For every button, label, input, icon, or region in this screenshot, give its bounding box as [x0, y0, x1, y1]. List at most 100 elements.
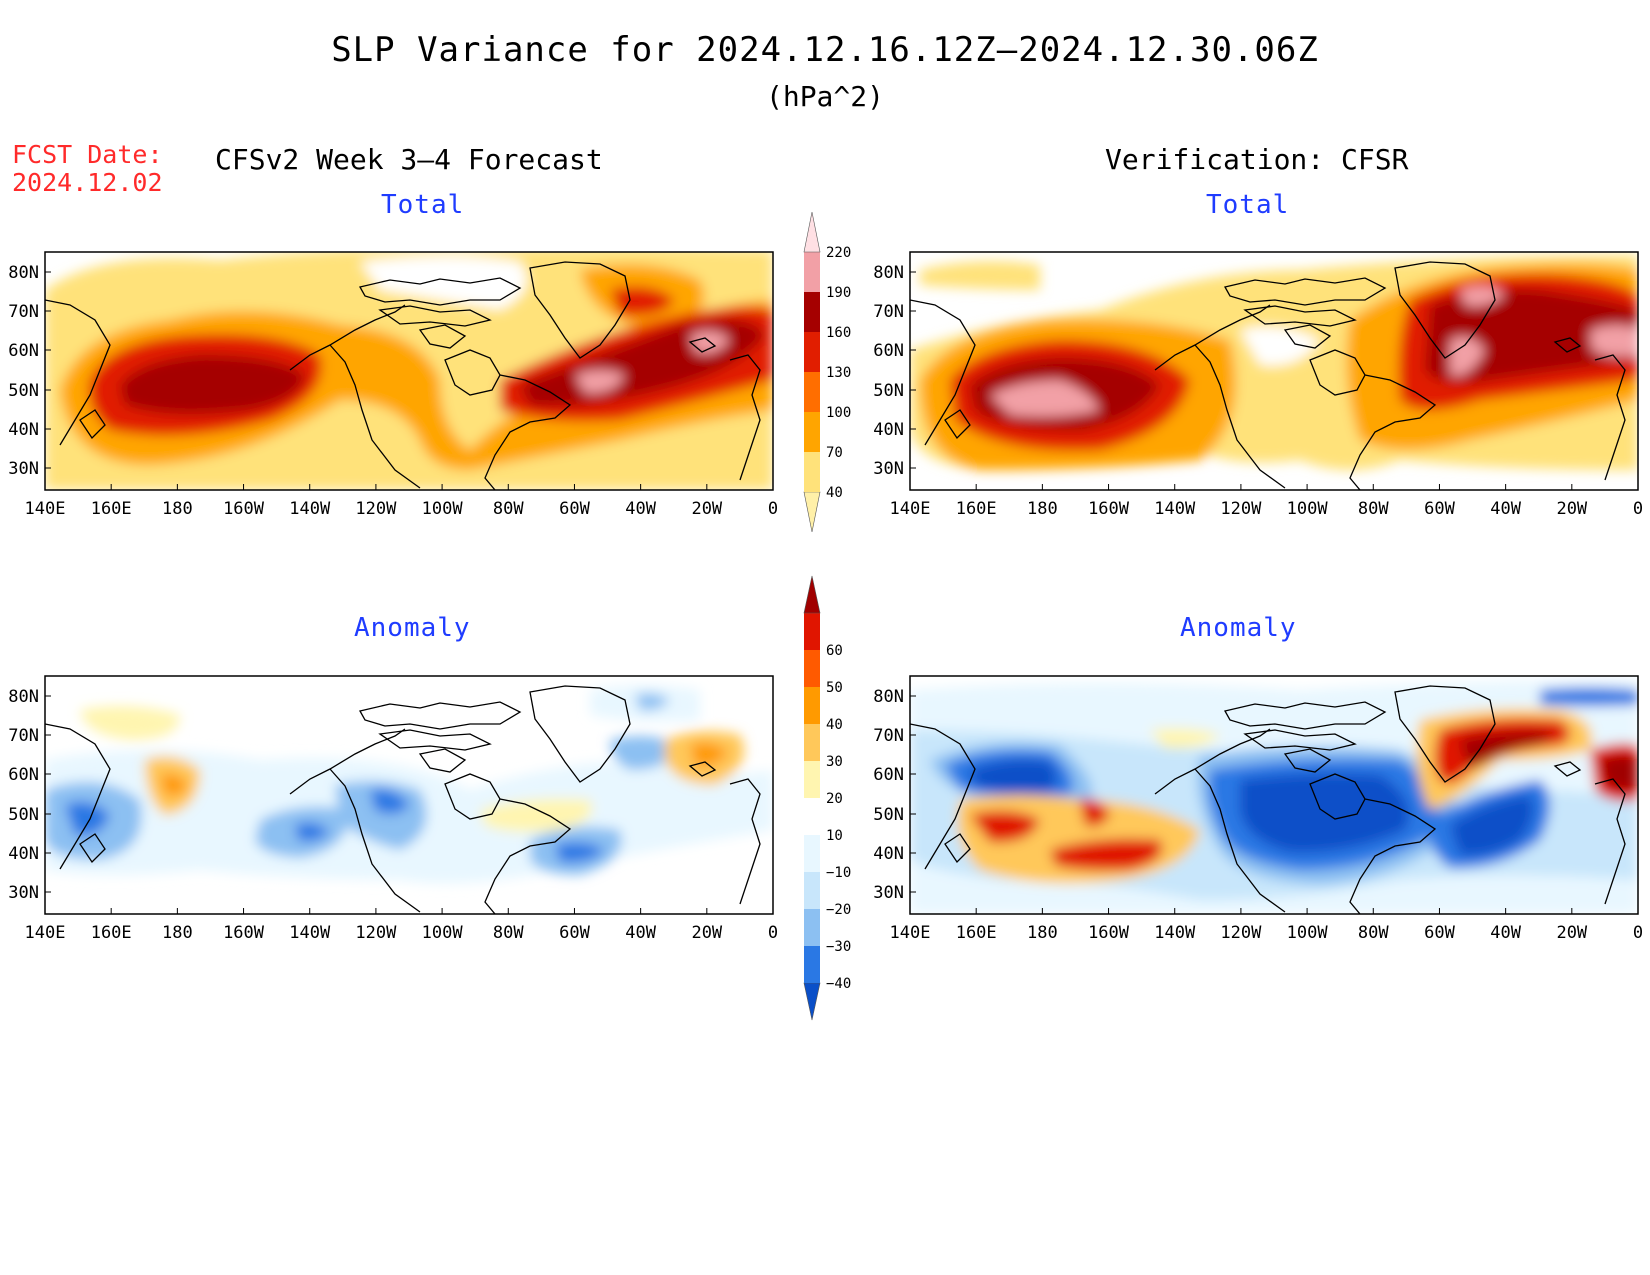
map-verification-total — [910, 252, 1638, 490]
colorbar-swatch — [804, 687, 820, 724]
forecast-date-label: FCST Date: — [12, 140, 163, 169]
colorbar-swatch — [803, 982, 821, 1021]
lat-tick-label: 40N — [8, 844, 39, 864]
lon-tick-label: 60W — [559, 923, 590, 943]
lat-tick-label: 80N — [873, 687, 904, 707]
lon-tick-label: 80W — [1358, 923, 1389, 943]
colorbar-label: 20 — [826, 791, 843, 807]
lon-tick-label: 100W — [1287, 923, 1329, 943]
lon-tick-label: 140W — [1154, 923, 1196, 943]
colorbar-label: 40 — [826, 717, 843, 733]
panel-title-verification-anomaly: Anomaly — [1180, 613, 1297, 643]
lon-tick-label: 40W — [1490, 499, 1521, 519]
colorbar-label: −40 — [826, 976, 851, 992]
colorbar-swatch — [804, 372, 820, 412]
colorbar-label: 40 — [826, 485, 843, 501]
verification-column-title: Verification: CFSR — [1105, 143, 1409, 176]
lon-tick-label: 0 — [768, 499, 778, 519]
lon-tick-label: 20W — [691, 499, 722, 519]
lon-tick-label: 100W — [422, 923, 464, 943]
colorbar-swatch — [804, 946, 820, 983]
lon-tick-label: 180 — [1027, 923, 1058, 943]
colorbar-swatch — [803, 211, 821, 253]
colorbar-swatch — [804, 332, 820, 372]
colorbar-swatch — [804, 835, 820, 872]
lat-tick-label: 30N — [8, 459, 39, 479]
lat-tick-label: 60N — [873, 765, 904, 785]
lon-tick-label: 120W — [355, 923, 397, 943]
lon-tick-label: 100W — [1287, 499, 1329, 519]
lon-tick-label: 140E — [25, 499, 66, 519]
colorbar-label: 50 — [826, 680, 843, 696]
panel-title-forecast-total: Total — [381, 190, 465, 220]
lon-tick-label: 160E — [956, 923, 997, 943]
colorbar-swatch — [804, 412, 820, 452]
colorbar-label: 100 — [826, 405, 851, 421]
lat-tick-label: 60N — [873, 341, 904, 361]
colorbar-swatch — [804, 724, 820, 761]
lon-tick-label: 180 — [1027, 499, 1058, 519]
lon-tick-label: 40W — [1490, 923, 1521, 943]
map-forecast-total — [45, 252, 773, 490]
colorbar-label: 30 — [826, 754, 843, 770]
lon-tick-label: 40W — [625, 923, 656, 943]
colorbar-swatch — [803, 575, 821, 614]
lon-tick-label: 140E — [25, 923, 66, 943]
lat-tick-label: 50N — [8, 805, 39, 825]
lon-tick-label: 180 — [162, 499, 193, 519]
colorbar-swatch — [804, 613, 820, 650]
colorbar-swatch — [804, 872, 820, 909]
lon-tick-label: 80W — [1358, 499, 1389, 519]
lon-tick-label: 140W — [289, 499, 331, 519]
lon-tick-label: 120W — [355, 499, 397, 519]
lon-tick-label: 180 — [162, 923, 193, 943]
colorbar-swatch — [804, 452, 820, 492]
panel-title-verification-total: Total — [1206, 190, 1290, 220]
lon-tick-label: 120W — [1220, 499, 1262, 519]
lat-tick-label: 30N — [873, 883, 904, 903]
forecast-date: 2024.12.02 — [12, 168, 163, 197]
lat-tick-label: 80N — [8, 263, 39, 283]
lon-tick-label: 80W — [493, 499, 524, 519]
lat-tick-label: 50N — [8, 381, 39, 401]
lon-tick-label: 60W — [1424, 923, 1455, 943]
lon-tick-label: 20W — [1556, 923, 1587, 943]
lat-tick-label: 80N — [8, 687, 39, 707]
colorbar-swatch — [803, 491, 821, 533]
lon-tick-label: 140W — [289, 923, 331, 943]
forecast-column-title: CFSv2 Week 3–4 Forecast — [215, 143, 603, 176]
lon-tick-label: 140W — [1154, 499, 1196, 519]
lat-tick-label: 70N — [8, 726, 39, 746]
colorbar-label: 130 — [826, 365, 851, 381]
lon-tick-label: 60W — [559, 499, 590, 519]
colorbar-swatch — [804, 292, 820, 332]
lat-tick-label: 30N — [873, 459, 904, 479]
colorbar-label: 60 — [826, 643, 843, 659]
colorbar-label: 190 — [826, 285, 851, 301]
main-title: SLP Variance for 2024.12.16.12Z–2024.12.… — [331, 30, 1319, 70]
colorbar-label: 220 — [826, 245, 851, 261]
lon-tick-label: 20W — [1556, 499, 1587, 519]
colorbar-label: 70 — [826, 445, 843, 461]
lon-tick-label: 160E — [91, 923, 132, 943]
lat-tick-label: 40N — [8, 420, 39, 440]
lat-tick-label: 30N — [8, 883, 39, 903]
lat-tick-label: 50N — [873, 381, 904, 401]
lon-tick-label: 60W — [1424, 499, 1455, 519]
panel-title-forecast-anomaly: Anomaly — [354, 613, 471, 643]
lon-tick-label: 0 — [768, 923, 778, 943]
colorbar-label: −30 — [826, 939, 851, 955]
colorbar-swatch — [804, 798, 820, 835]
lon-tick-label: 20W — [691, 923, 722, 943]
lon-tick-label: 80W — [493, 923, 524, 943]
lon-tick-label: 100W — [422, 499, 464, 519]
colorbar-total: 40 70 100 130 160 190 220 — [803, 211, 851, 533]
lat-tick-label: 70N — [873, 302, 904, 322]
colorbar-label: 160 — [826, 325, 851, 341]
lat-tick-label: 60N — [8, 341, 39, 361]
lon-tick-label: 140E — [890, 499, 931, 519]
lon-tick-label: 160W — [1088, 499, 1130, 519]
colorbar-swatch — [804, 650, 820, 687]
lon-tick-label: 120W — [1220, 923, 1262, 943]
